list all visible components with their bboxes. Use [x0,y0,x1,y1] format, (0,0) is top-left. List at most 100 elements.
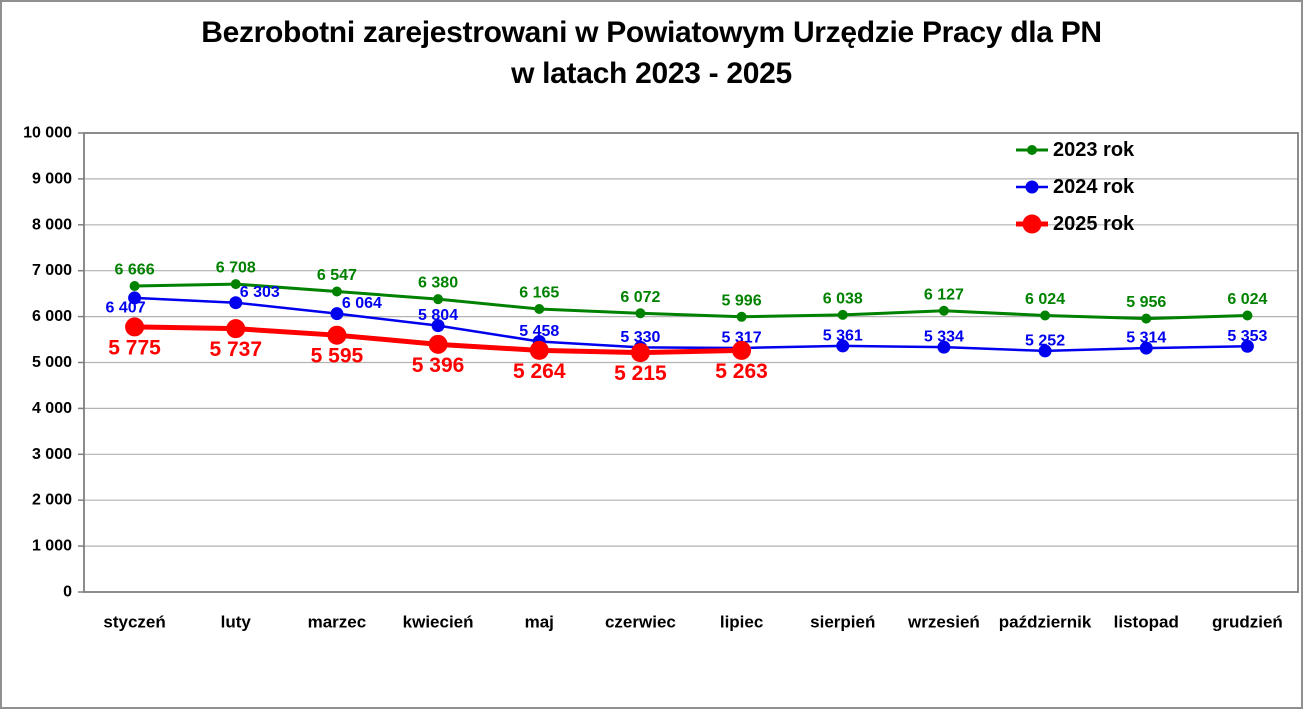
chart-title: Bezrobotni zarejestrowani w Powiatowym U… [2,12,1301,94]
x-category-label: styczeń [103,613,165,632]
data-point-marker [433,294,444,305]
data-label: 5 361 [823,327,863,344]
x-category-label: lipiec [720,613,763,632]
legend-item-2023-rok: 2023 rok [1016,139,1135,161]
y-axis: 0 1 000 2 000 3 000 4 000 5 000 6 000 7 000 8 00… [23,125,84,601]
y-tick-label: 6 000 [32,308,72,325]
data-point-marker [1242,310,1253,321]
data-point-marker [736,311,747,322]
data-point-marker [732,340,752,360]
data-label: 5 334 [924,329,964,346]
data-label: 5 353 [1227,328,1267,345]
x-category-label: czerwiec [605,613,676,632]
data-point-marker [230,279,241,290]
x-category-label: wrzesień [907,613,980,632]
legend-item-2025-rok: 2025 rok [1016,213,1135,235]
series-2025-rok: 5 775 5 737 5 595 5 396 5 264 5 215 5 263 [108,317,768,385]
data-point-marker [1038,344,1052,358]
data-label: 5 775 [108,336,161,359]
series-2023-rok: 6 666 6 708 6 547 6 380 6 165 6 072 5 996 6 038… [115,260,1268,324]
data-point-marker [534,304,545,315]
data-label: 6 072 [620,289,660,306]
data-label: 6 024 [1227,291,1267,308]
data-label: 5 330 [620,329,660,346]
legend-item-2024-rok: 2024 rok [1016,176,1135,198]
data-point-marker [937,340,951,354]
data-point-marker [1139,341,1153,355]
y-tick-label: 2 000 [32,492,72,509]
data-point-marker [1040,310,1051,321]
data-point-marker [635,308,646,319]
data-point-marker [330,307,344,321]
series-2024-rok: 6 407 6 303 6 064 5 804 5 458 5 330 5 317 5 361… [106,284,1268,358]
x-category-label: marzec [308,613,367,632]
data-label: 6 024 [1025,291,1065,308]
series-line [134,282,1248,321]
data-label: 6 666 [115,262,155,279]
data-point-marker [129,281,140,292]
y-tick-label: 3 000 [32,446,72,463]
y-tick-label: 10 000 [23,125,72,142]
data-point-marker [125,317,145,337]
data-point-marker [1141,313,1152,324]
data-point-marker [837,309,848,320]
legend-label: 2025 rok [1053,213,1135,235]
data-label: 5 458 [519,323,559,340]
data-point-marker [938,305,949,316]
x-category-label: grudzień [1212,613,1283,632]
data-point-marker [431,319,445,333]
data-label: 5 996 [722,292,762,309]
series-line [134,296,1248,353]
data-point-marker [529,340,549,360]
x-category-label: sierpień [810,613,875,632]
data-label: 6 064 [342,295,382,312]
data-point-marker [331,286,342,297]
data-label: 6 380 [418,275,458,292]
data-label: 6 165 [519,285,559,302]
chart-title-line1: Bezrobotni zarejestrowani w Powiatowym U… [201,16,1102,49]
legend: 2023 rok 2024 rok 2025 rok [1016,139,1135,235]
data-label: 5 737 [209,338,262,361]
y-tick-label: 0 [63,584,72,601]
data-label: 6 407 [106,299,146,316]
y-tick-label: 5 000 [32,354,72,371]
data-label: 5 314 [1126,330,1166,347]
y-tick-label: 8 000 [32,216,72,233]
data-label: 5 956 [1126,294,1166,311]
data-label: 5 317 [722,329,762,346]
data-label: 5 252 [1025,332,1065,349]
y-tick-label: 1 000 [32,538,72,555]
data-label: 5 264 [513,360,566,383]
legend-label: 2024 rok [1053,176,1135,198]
x-category-label: kwiecień [403,613,474,632]
data-point-marker [327,325,347,345]
data-label: 5 595 [311,345,364,368]
data-label: 5 396 [412,354,465,377]
x-category-label: luty [221,613,252,632]
x-category-label: październik [999,613,1092,632]
data-label: 6 708 [216,260,256,277]
gridlines [84,178,1298,547]
x-category-label: maj [525,613,554,632]
data-point-marker [1240,339,1254,353]
data-point-marker [229,296,243,310]
data-point-marker [630,343,650,363]
data-label: 5 263 [715,360,768,383]
legend-marker-icon [1022,214,1042,234]
x-category-label: listopad [1114,613,1179,632]
legend-label: 2023 rok [1053,139,1135,161]
data-point-marker [428,334,448,354]
chart-title-line2: w latach 2023 - 2025 [511,57,792,90]
y-tick-label: 4 000 [32,400,72,417]
x-axis: styczeń luty marzec kwiecień maj czerwiec lipi… [103,613,1282,632]
data-label: 6 547 [317,267,357,284]
data-point-marker [128,291,142,305]
data-label: 5 804 [418,307,458,324]
legend-marker-icon [1025,180,1039,194]
legend-marker-icon [1027,145,1037,155]
data-label: 6 127 [924,286,964,303]
y-tick-label: 9 000 [32,170,72,187]
data-label: 6 038 [823,290,863,307]
